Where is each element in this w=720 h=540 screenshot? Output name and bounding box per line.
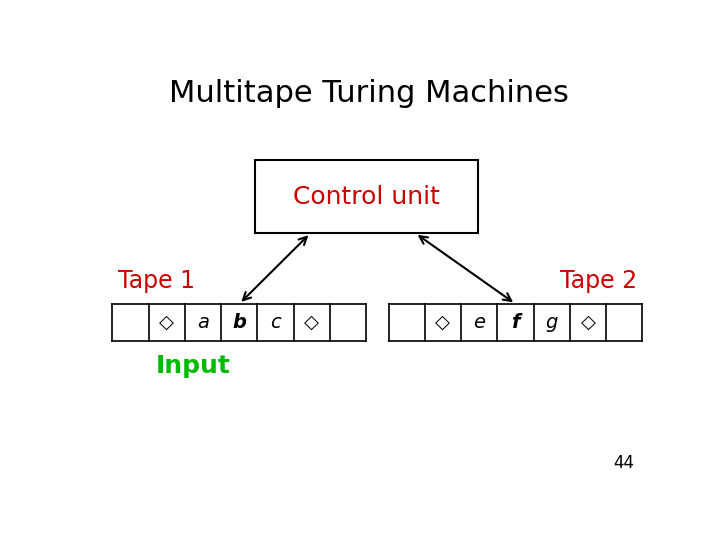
- Text: 44: 44: [613, 454, 634, 472]
- Text: ◇: ◇: [580, 313, 595, 332]
- Text: Multitape Turing Machines: Multitape Turing Machines: [169, 79, 569, 109]
- Text: g: g: [546, 313, 558, 332]
- Text: b: b: [233, 313, 246, 332]
- Text: f: f: [511, 313, 520, 332]
- Text: Control unit: Control unit: [293, 185, 440, 209]
- Bar: [255, 160, 478, 233]
- Text: a: a: [197, 313, 209, 332]
- Text: ◇: ◇: [305, 313, 319, 332]
- Text: Tape 1: Tape 1: [118, 269, 195, 293]
- Text: Input: Input: [156, 354, 230, 378]
- Text: c: c: [270, 313, 281, 332]
- Text: Tape 2: Tape 2: [559, 269, 637, 293]
- Text: ◇: ◇: [159, 313, 174, 332]
- Text: e: e: [473, 313, 485, 332]
- Text: ◇: ◇: [436, 313, 451, 332]
